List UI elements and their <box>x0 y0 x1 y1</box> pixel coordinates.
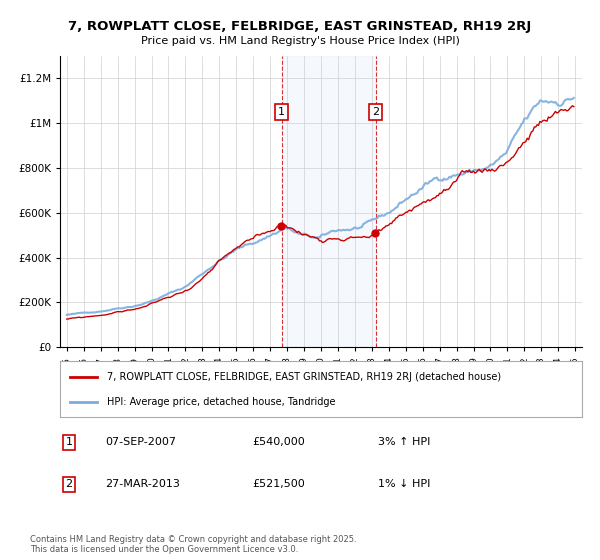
Text: 1% ↓ HPI: 1% ↓ HPI <box>378 479 430 489</box>
Text: 07-SEP-2007: 07-SEP-2007 <box>105 437 176 447</box>
Text: 1: 1 <box>278 107 285 117</box>
Text: £521,500: £521,500 <box>252 479 305 489</box>
Text: 1: 1 <box>65 437 73 447</box>
Text: £540,000: £540,000 <box>252 437 305 447</box>
Bar <box>281 56 376 347</box>
Text: 7, ROWPLATT CLOSE, FELBRIDGE, EAST GRINSTEAD, RH19 2RJ (detached house): 7, ROWPLATT CLOSE, FELBRIDGE, EAST GRINS… <box>107 372 501 382</box>
Text: 2: 2 <box>65 479 73 489</box>
Text: 7, ROWPLATT CLOSE, FELBRIDGE, EAST GRINSTEAD, RH19 2RJ: 7, ROWPLATT CLOSE, FELBRIDGE, EAST GRINS… <box>68 20 532 32</box>
Text: 27-MAR-2013: 27-MAR-2013 <box>105 479 180 489</box>
Text: 2: 2 <box>372 107 379 117</box>
Text: Price paid vs. HM Land Registry's House Price Index (HPI): Price paid vs. HM Land Registry's House … <box>140 36 460 46</box>
Text: 3% ↑ HPI: 3% ↑ HPI <box>378 437 430 447</box>
Text: HPI: Average price, detached house, Tandridge: HPI: Average price, detached house, Tand… <box>107 396 335 407</box>
Text: Contains HM Land Registry data © Crown copyright and database right 2025.
This d: Contains HM Land Registry data © Crown c… <box>30 535 356 554</box>
